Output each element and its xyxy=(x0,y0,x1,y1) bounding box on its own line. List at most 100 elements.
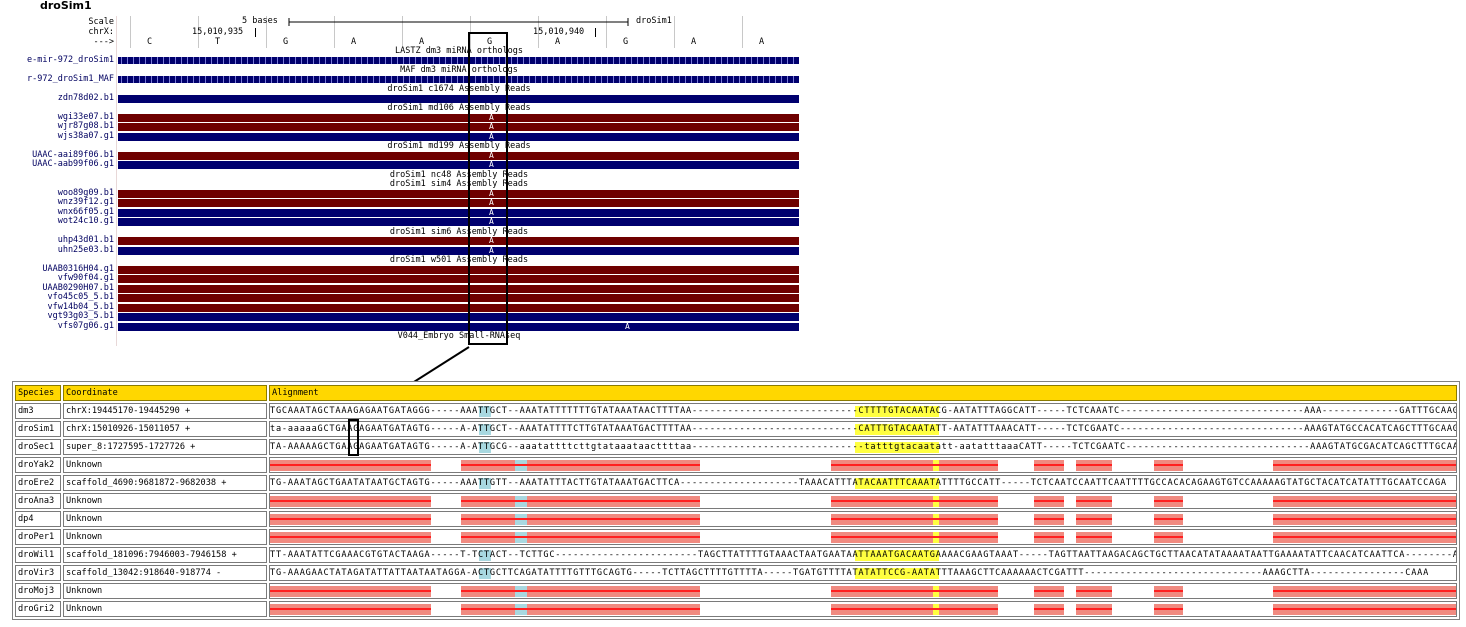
gap-dash-line xyxy=(1034,536,1064,538)
assembly-read-bar[interactable]: A xyxy=(118,217,799,226)
alignment-row: droEre2 scaffold_4690:9681872-9682038 + TG… xyxy=(13,475,1461,491)
alignment-cell: TT-AAATATTCGAAACGTGTACTAAGA-----T-TCTACT… xyxy=(269,547,1457,563)
alignment-row: droYak2 Unknown xyxy=(13,457,1461,473)
sequence-text: TT-AAATATTCGAAACGTGTACTAAGA-----T-TCTACT… xyxy=(270,550,1457,560)
assembly-read-bar[interactable]: A xyxy=(118,113,799,122)
track-label[interactable]: uhp43d01.b1 xyxy=(57,235,114,245)
alignment-row: dp4 Unknown xyxy=(13,511,1461,527)
vertical-guide-line xyxy=(116,16,117,346)
loop-region xyxy=(514,460,527,471)
alignment-cell: TG-AAAGAACTATAGATATTATTAATAATAGGA-ACTGCT… xyxy=(269,565,1457,581)
track-label[interactable]: vfo45c05_5.b1 xyxy=(47,292,114,302)
loop-region xyxy=(514,496,527,507)
track-label[interactable]: vfw90f04.g1 xyxy=(57,273,114,283)
gap-dash-line xyxy=(1153,536,1184,538)
gap-dash-line xyxy=(1272,590,1291,592)
mirna-region xyxy=(855,550,939,561)
ortholog-feature-bar[interactable] xyxy=(118,56,799,64)
track-label[interactable]: r-972_droSim1_MAF xyxy=(27,73,114,84)
gap-dash-line xyxy=(1153,518,1184,520)
track-label[interactable]: vfs07g06.g1 xyxy=(57,320,114,331)
track-label[interactable]: zdn78d02.b1 xyxy=(57,92,114,103)
gap-dash-line xyxy=(514,536,527,538)
track-label[interactable]: wjs38a07.g1 xyxy=(57,130,114,141)
gap-dash-line xyxy=(461,590,515,592)
assembly-read-bar[interactable]: A xyxy=(118,189,799,198)
loop-region xyxy=(478,478,491,489)
assembly-read-bar[interactable]: A xyxy=(118,132,799,141)
gap-dash-line xyxy=(932,500,939,502)
alignment-cell xyxy=(269,511,1457,527)
track-label[interactable]: UAAB0316H04.g1 xyxy=(42,263,114,274)
coordinate-cell: scaffold_4690:9681872-9682038 + xyxy=(63,475,267,491)
gap-region xyxy=(938,604,999,615)
track-label[interactable]: uhn25e03.b1 xyxy=(57,244,114,255)
scale-bar xyxy=(288,18,629,26)
coord-left: 15,010,935 xyxy=(192,27,244,37)
track-label[interactable]: wjr87g08.b1 xyxy=(57,121,114,131)
strand-label: ---> xyxy=(93,37,114,47)
assembly-read-bar[interactable]: A xyxy=(118,236,799,245)
gap-region xyxy=(1272,586,1291,597)
track-label[interactable]: UAAB0290H07.b1 xyxy=(42,282,114,293)
track-label[interactable]: wgi33e07.b1 xyxy=(57,111,114,122)
assembly-read-bar[interactable] xyxy=(118,303,799,312)
assembly-read-bar[interactable]: A xyxy=(118,246,799,255)
gap-dash-line xyxy=(270,500,432,502)
read-base-letter: A xyxy=(489,207,494,217)
assembly-read-bar[interactable] xyxy=(118,265,799,274)
gap-region xyxy=(831,514,933,525)
track-label[interactable]: vgt93g03_5.b1 xyxy=(47,311,114,321)
assembly-read-bar[interactable]: A xyxy=(118,122,799,131)
sequence-text: TG-AAAGAACTATAGATATTATTAATAATAGGA-ACTGCT… xyxy=(270,568,1430,578)
track-label[interactable]: UAAC-aab99f06.g1 xyxy=(32,159,114,169)
ruler-gridline xyxy=(606,16,607,48)
gap-region xyxy=(526,604,700,615)
assembly-read-bar[interactable]: A xyxy=(118,151,799,160)
gap-dash-line xyxy=(932,536,939,538)
gap-dash-line xyxy=(938,590,999,592)
loop-region xyxy=(478,568,491,579)
assembly-read-bar[interactable] xyxy=(118,94,799,103)
assembly-read-bar[interactable] xyxy=(118,294,799,302)
gap-region xyxy=(1034,604,1064,615)
assembly-read-bar[interactable]: A xyxy=(118,322,799,331)
track-label[interactable]: vfw14b04_5.b1 xyxy=(47,301,114,312)
track-label[interactable]: wot24c10.g1 xyxy=(57,216,114,226)
alignment-row: droSim1 chrX:15010926-15011057 + ta-aaaaaG… xyxy=(13,421,1461,437)
sequence-text: TG-AAATAGCTGAATATAATGCTAGTG-----AAATTGTT… xyxy=(270,478,1447,488)
base-letter: G xyxy=(283,37,289,47)
assembly-read-bar[interactable]: A xyxy=(118,207,799,217)
ortholog-feature-bar[interactable] xyxy=(118,75,799,83)
assembly-read-bar[interactable]: A xyxy=(118,160,799,169)
selected-column-box xyxy=(348,419,359,456)
track-label[interactable]: wnz39f12.g1 xyxy=(57,197,114,207)
track-caption: MAF dm3 miRNA orthologs xyxy=(400,65,518,75)
gap-dash-line xyxy=(461,500,515,502)
assembly-read-bar[interactable] xyxy=(118,275,799,283)
gap-region xyxy=(270,532,432,543)
gap-region xyxy=(270,460,432,471)
gap-dash-line xyxy=(1290,518,1303,520)
gap-dash-line xyxy=(514,464,527,466)
coordinate-cell: Unknown xyxy=(63,601,267,617)
gap-region xyxy=(1290,532,1303,543)
gap-region xyxy=(1290,460,1303,471)
gap-dash-line xyxy=(938,536,999,538)
track-label[interactable]: UAAC-aai89f06.b1 xyxy=(32,149,114,160)
assembly-read-bar[interactable]: A xyxy=(118,198,799,207)
mirna-region xyxy=(932,532,939,543)
track-label[interactable]: wnx66f05.g1 xyxy=(57,206,114,217)
track-label[interactable]: e-mir-972_droSim1 xyxy=(27,54,114,65)
base-letter: C xyxy=(147,37,153,47)
alignment-row: dm3 chrX:19445170-19445290 + TGCAAATAGCTAA… xyxy=(13,403,1461,419)
gap-region xyxy=(1034,586,1064,597)
scale-label: Scale xyxy=(88,17,114,27)
track-caption: droSim1 nc48 Assembly Reads xyxy=(389,169,529,180)
assembly-read-bar[interactable] xyxy=(118,284,799,293)
alignment-cell xyxy=(269,493,1457,509)
gap-dash-line xyxy=(938,608,999,610)
gap-region xyxy=(1302,586,1456,597)
assembly-read-bar[interactable] xyxy=(118,313,799,321)
track-label[interactable]: woo89g09.b1 xyxy=(57,187,114,198)
